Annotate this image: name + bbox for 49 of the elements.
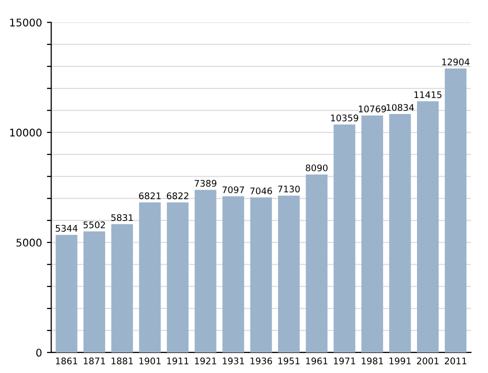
data-label: 5831 bbox=[111, 214, 133, 222]
x-tick-label: 1871 bbox=[84, 358, 105, 364]
x-tick-label: 1936 bbox=[250, 358, 272, 364]
x-tick-label: 1981 bbox=[362, 358, 383, 364]
data-label: 12904 bbox=[442, 58, 470, 66]
bar bbox=[306, 174, 328, 352]
bar bbox=[139, 202, 161, 352]
x-tick-label: 2011 bbox=[444, 358, 466, 364]
y-tick-label: 15000 bbox=[10, 18, 42, 26]
data-label: 10769 bbox=[358, 106, 386, 112]
x-tick-label: 1901 bbox=[139, 358, 161, 364]
x-tick-label: 1961 bbox=[306, 358, 328, 364]
bar bbox=[83, 231, 106, 352]
bar bbox=[278, 196, 300, 352]
x-tick-label: 1911 bbox=[167, 358, 188, 364]
data-label: 6822 bbox=[166, 192, 188, 200]
x-tick-label: 1921 bbox=[194, 358, 216, 364]
bar bbox=[444, 68, 466, 352]
x-tick-label: 1991 bbox=[390, 358, 411, 364]
x-tick-label: 1951 bbox=[278, 358, 300, 364]
data-label: 10359 bbox=[331, 114, 358, 122]
data-label: 6821 bbox=[139, 192, 161, 200]
data-label: 7389 bbox=[194, 180, 216, 187]
bar bbox=[194, 190, 216, 352]
x-tick-label: 1971 bbox=[334, 358, 356, 364]
y-tick-label: 5000 bbox=[16, 238, 42, 247]
data-label: 10834 bbox=[386, 104, 414, 111]
data-label: 5344 bbox=[56, 224, 78, 232]
x-tick-label: 1931 bbox=[222, 358, 244, 364]
x-tick-label: 1881 bbox=[112, 358, 133, 364]
bar bbox=[56, 234, 78, 352]
x-tick-label: 2001 bbox=[417, 358, 438, 364]
x-tick-label: 1861 bbox=[56, 358, 78, 364]
bar bbox=[417, 101, 439, 352]
bar bbox=[334, 124, 356, 352]
bar bbox=[166, 202, 189, 352]
data-label: 7097 bbox=[222, 186, 244, 194]
bar bbox=[111, 224, 133, 352]
bar bbox=[222, 196, 244, 352]
data-label: 7130 bbox=[278, 186, 300, 192]
y-tick-label: 10000 bbox=[10, 128, 42, 137]
bar bbox=[250, 197, 272, 352]
data-label: 11415 bbox=[414, 91, 442, 98]
y-tick-label: 0 bbox=[36, 348, 42, 357]
data-label: 5502 bbox=[84, 221, 105, 228]
data-label: 7046 bbox=[250, 187, 272, 194]
bar bbox=[361, 115, 384, 352]
data-label: 8090 bbox=[306, 164, 328, 172]
bar bbox=[389, 114, 411, 352]
